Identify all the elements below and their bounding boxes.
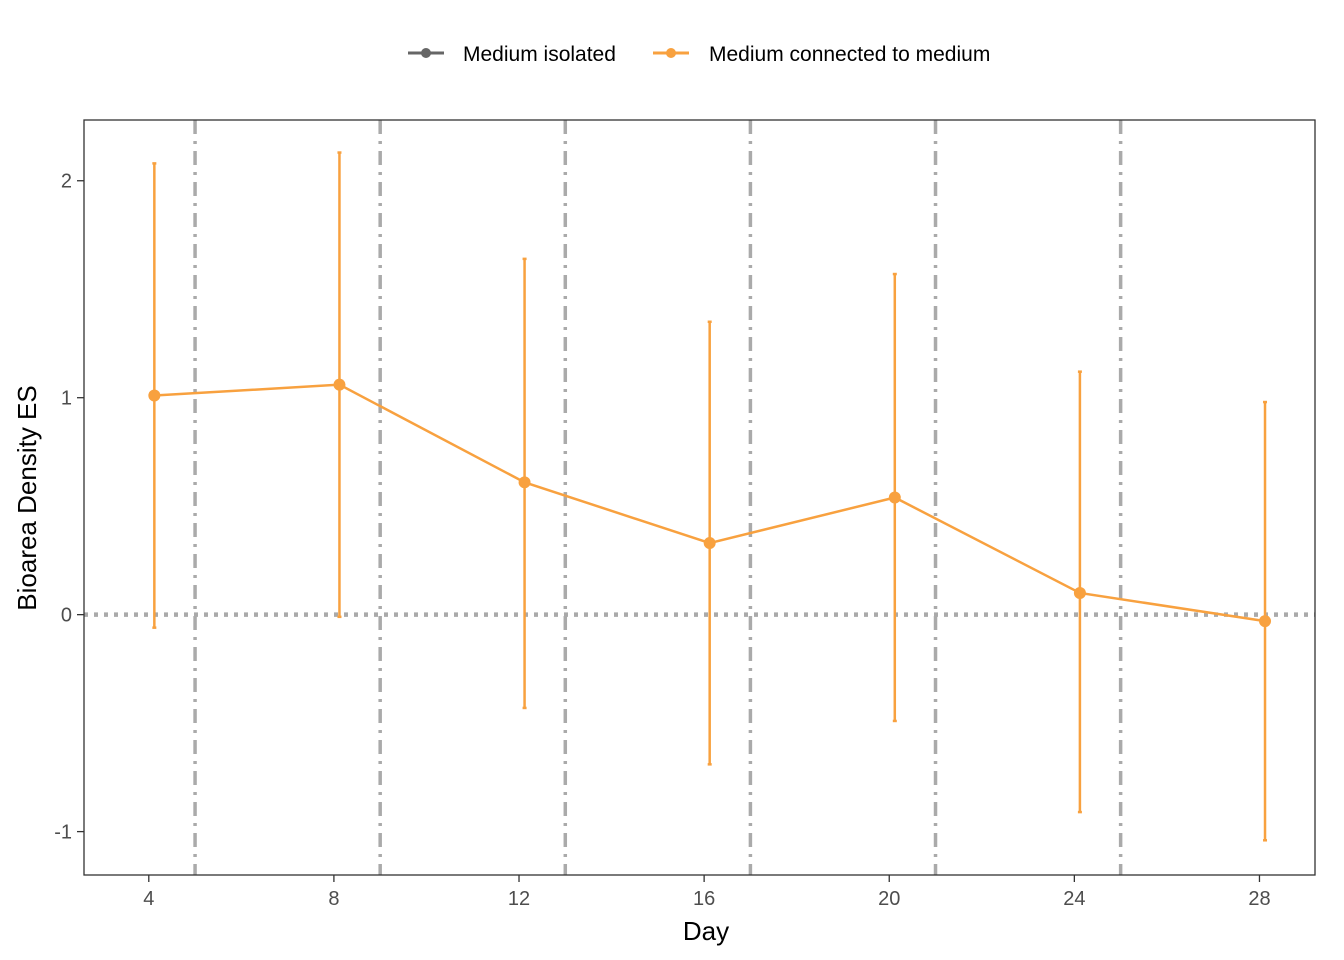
data-point xyxy=(518,476,531,489)
data-point xyxy=(1259,615,1272,628)
legend-item-medium-isolated: Medium isolated xyxy=(408,43,616,66)
x-axis: 4 8 12 16 20 24 28 xyxy=(143,875,1271,910)
legend-key-point xyxy=(666,48,676,58)
legend: Medium isolated Medium connected to medi… xyxy=(408,43,990,66)
x-tick-label: 24 xyxy=(1063,888,1085,910)
reference-lines xyxy=(84,120,1315,875)
x-tick-label: 8 xyxy=(328,888,339,910)
legend-label: Medium connected to medium xyxy=(709,43,990,66)
x-tick-label: 4 xyxy=(143,888,154,910)
x-axis-title: Day xyxy=(683,916,729,946)
legend-item-medium-connected-to-medium: Medium connected to medium xyxy=(653,43,990,66)
plot-border xyxy=(83,119,1316,876)
y-axis: -1 0 1 2 xyxy=(54,171,84,844)
data-point xyxy=(1073,586,1086,599)
legend-key-point xyxy=(421,48,431,58)
data-point xyxy=(333,378,346,391)
plot-panel xyxy=(84,120,1315,875)
x-tick-label: 20 xyxy=(878,888,900,910)
data-point xyxy=(888,491,901,504)
x-tick-label: 28 xyxy=(1248,888,1270,910)
data-points xyxy=(148,378,1272,628)
data-point xyxy=(148,389,161,402)
x-tick-label: 12 xyxy=(508,888,530,910)
y-tick-label: -1 xyxy=(54,822,72,844)
y-tick-label: 0 xyxy=(61,605,72,627)
data-point xyxy=(703,537,716,550)
y-tick-label: 1 xyxy=(61,388,72,410)
legend-label: Medium isolated xyxy=(463,43,616,66)
x-tick-label: 16 xyxy=(693,888,715,910)
y-axis-title: Bioarea Density ES xyxy=(12,385,42,610)
y-tick-label: 2 xyxy=(61,171,72,193)
